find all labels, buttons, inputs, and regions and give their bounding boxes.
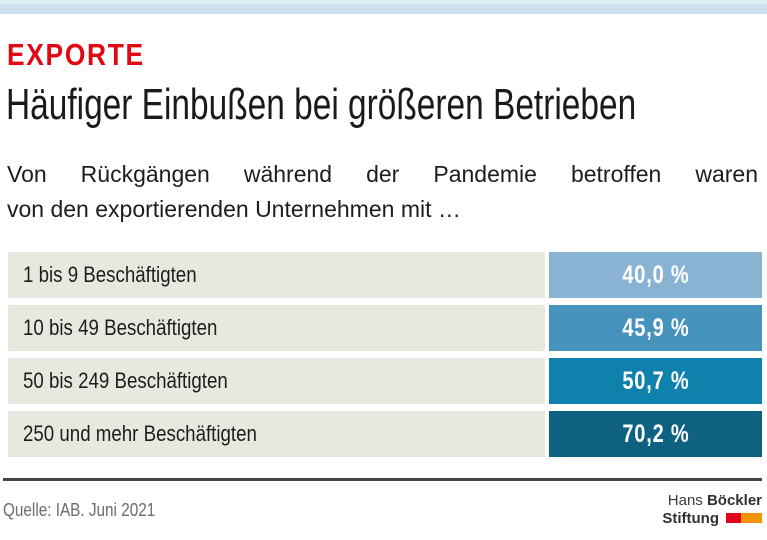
value-cell: 40,0 % bbox=[549, 252, 762, 298]
cell-gap bbox=[545, 411, 549, 457]
category-label: 1 bis 9 Beschäftigten bbox=[23, 262, 197, 287]
top-accent-bar bbox=[0, 0, 767, 14]
category-cell: 10 bis 49 Beschäftigten bbox=[8, 305, 545, 351]
logo-name-bold: Böckler bbox=[706, 492, 762, 509]
cell-gap bbox=[545, 252, 549, 298]
source-text: Quelle: IAB. Juni 2021 bbox=[3, 500, 156, 520]
category-cell: 50 bis 249 Beschäftigten bbox=[8, 358, 545, 404]
category-cell: 250 und mehr Beschäftigten bbox=[8, 411, 545, 457]
logo-flag-orange-block bbox=[741, 513, 762, 523]
value-label: 50,7 % bbox=[621, 366, 690, 395]
value-cell: 70,2 % bbox=[549, 411, 762, 457]
cell-gap bbox=[545, 305, 549, 351]
page-title-text: Häufiger Einbußen bei größeren Betrieben bbox=[6, 80, 637, 129]
logo-name-regular: Hans bbox=[667, 492, 707, 509]
table-row: 1 bis 9 Beschäftigten 40,0 % bbox=[8, 252, 762, 298]
page-title: Häufiger Einbußen bei größeren Betrieben bbox=[6, 80, 767, 130]
logo-stiftung-text: Stiftung bbox=[662, 510, 719, 527]
kicker-label: EXPORTE bbox=[7, 37, 145, 72]
table-row: 250 und mehr Beschäftigten 70,2 % bbox=[8, 411, 762, 457]
category-label: 10 bis 49 Beschäftigten bbox=[23, 315, 218, 340]
kicker: EXPORTE bbox=[7, 38, 169, 72]
subtitle-line-1: Von Rückgängen während der Pandemie betr… bbox=[7, 161, 758, 187]
category-cell: 1 bis 9 Beschäftigten bbox=[8, 252, 545, 298]
subtitle-line-2: von den exportierenden Unternehmen mit … bbox=[7, 196, 461, 222]
brand-logo: Hans Böckler Stiftung bbox=[662, 492, 762, 528]
table-row: 50 bis 249 Beschäftigten 50,7 % bbox=[8, 358, 762, 404]
value-cell: 50,7 % bbox=[549, 358, 762, 404]
value-label: 40,0 % bbox=[621, 260, 690, 289]
value-label: 70,2 % bbox=[621, 419, 690, 448]
value-cell: 45,9 % bbox=[549, 305, 762, 351]
category-label: 50 bis 249 Beschäftigten bbox=[23, 368, 228, 393]
footer-divider bbox=[3, 478, 762, 481]
logo-line-1: Hans Böckler bbox=[662, 492, 762, 510]
category-label: 250 und mehr Beschäftigten bbox=[23, 421, 257, 446]
logo-flag-red-block bbox=[726, 513, 741, 523]
subtitle: Von Rückgängen während der Pandemie betr… bbox=[7, 157, 758, 227]
source-note: Quelle: IAB. Juni 2021 bbox=[3, 499, 182, 521]
logo-flag-icon bbox=[726, 510, 762, 528]
value-label: 45,9 % bbox=[621, 313, 690, 342]
chart-table: 1 bis 9 Beschäftigten 40,0 % 10 bis 49 B… bbox=[8, 252, 762, 464]
logo-line-2: Stiftung bbox=[662, 510, 762, 528]
cell-gap bbox=[545, 358, 549, 404]
table-row: 10 bis 49 Beschäftigten 45,9 % bbox=[8, 305, 762, 351]
